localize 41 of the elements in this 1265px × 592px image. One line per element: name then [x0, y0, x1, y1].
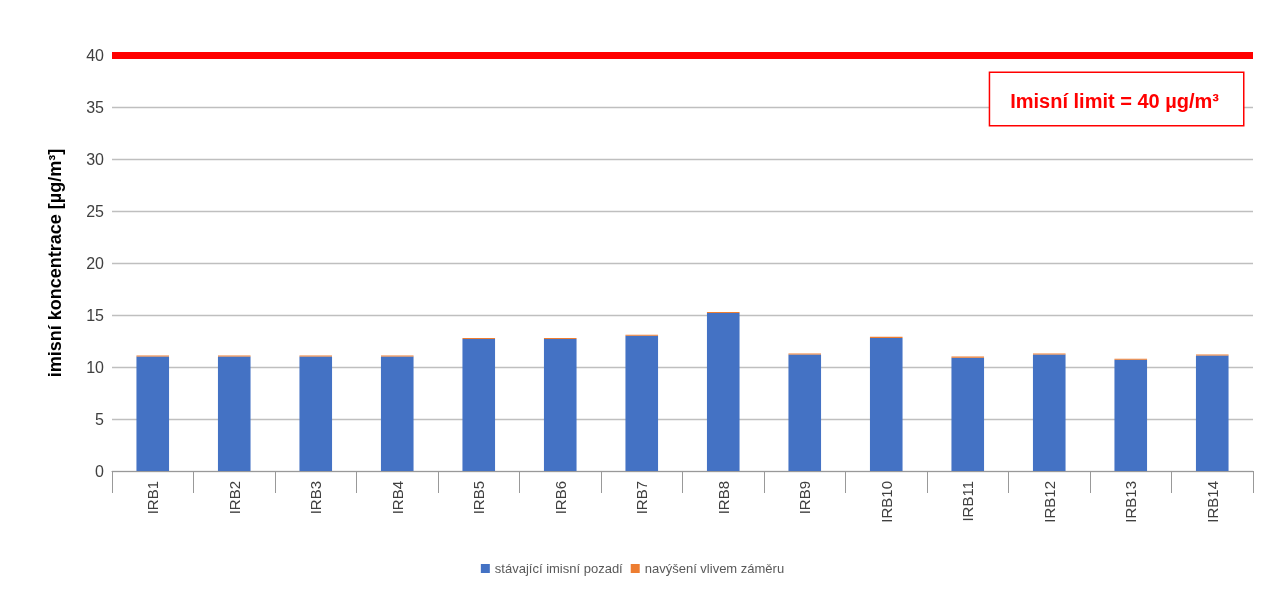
y-axis-title: imisní koncentrace [µg/m³]	[45, 148, 65, 378]
bar	[788, 354, 822, 471]
bar	[1195, 355, 1229, 471]
x-tick-label: IRB10	[877, 481, 895, 523]
x-tick-label: IRB1	[144, 481, 162, 515]
legend-label: stávající imisní pozadí	[494, 561, 624, 576]
x-tick-label: IRB3	[307, 481, 325, 515]
bar	[625, 335, 659, 471]
bar	[136, 356, 170, 471]
x-tick-label: IRB13	[1122, 481, 1140, 523]
y-tick-label: 40	[86, 46, 105, 64]
bar	[706, 312, 740, 471]
x-tick-label: IRB12	[1040, 481, 1058, 523]
legend-label: navýšení vlivem záměru	[644, 561, 785, 576]
y-tick-label: 20	[86, 254, 105, 272]
bar	[869, 337, 903, 471]
x-tick-label: IRB8	[714, 481, 732, 515]
x-tick-label: IRB11	[959, 481, 977, 522]
x-tick-label: IRB6	[551, 481, 569, 515]
ref-line-label: Imisní limit = 40 µg/m³	[1010, 90, 1220, 112]
y-tick-label: 25	[86, 202, 105, 220]
y-tick-label: 30	[86, 150, 105, 168]
bar	[299, 356, 333, 471]
bar	[543, 338, 577, 471]
x-tick-label: IRB2	[225, 481, 243, 515]
y-tick-label: 35	[86, 98, 105, 116]
y-tick-label: 0	[95, 462, 105, 480]
y-tick-label: 5	[95, 410, 105, 428]
y-tick-label: 10	[86, 358, 105, 376]
y-tick-label: 15	[86, 306, 105, 324]
bar	[380, 356, 414, 471]
x-tick-label: IRB4	[388, 481, 406, 515]
x-tick-label: IRB9	[796, 481, 814, 515]
bar	[462, 338, 496, 471]
bar	[951, 357, 985, 471]
x-tick-label: IRB5	[470, 481, 488, 515]
x-tick-label: IRB14	[1203, 481, 1221, 523]
bar	[1114, 359, 1148, 471]
bar	[217, 356, 251, 471]
bar	[1032, 354, 1066, 471]
x-tick-label: IRB7	[633, 481, 651, 515]
